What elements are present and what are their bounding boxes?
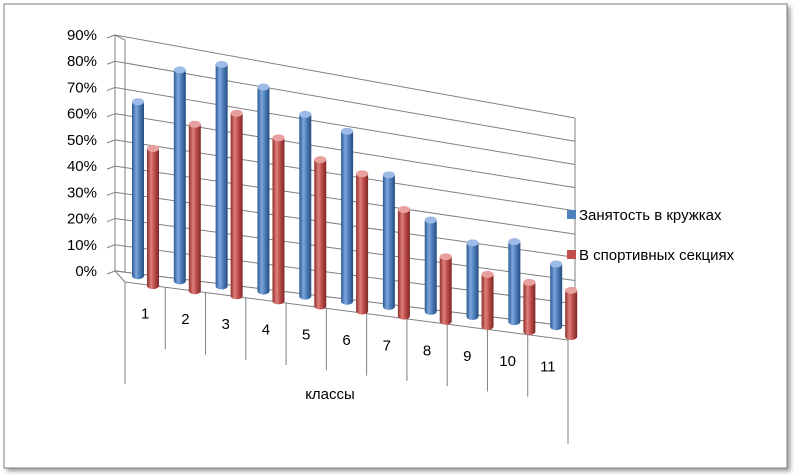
bar (508, 241, 521, 326)
bar-top (257, 83, 270, 91)
bar (257, 87, 270, 295)
y-tick-label: 0% (75, 263, 97, 280)
bar-top (132, 98, 144, 106)
legend-swatch (567, 250, 576, 259)
bar-top (147, 145, 159, 153)
legend: Занятость в кружках В спортивных секциях (567, 207, 735, 264)
bar (424, 220, 437, 315)
bar (230, 113, 243, 300)
bar (314, 159, 327, 310)
y-tick-label: 30% (67, 184, 97, 201)
bar-top (299, 110, 312, 118)
x-tick-label: 3 (222, 316, 230, 333)
y-tick-label: 40% (67, 158, 97, 175)
gridline-side (106, 218, 116, 223)
gridline (114, 34, 576, 119)
bar (215, 64, 228, 290)
side-wall (114, 34, 126, 273)
bar-top (424, 216, 437, 224)
bar-top (397, 206, 410, 214)
floor (113, 270, 576, 444)
bar-top (314, 156, 327, 164)
gridline-side (106, 139, 116, 144)
x-tick-label: 4 (262, 321, 270, 338)
bar (481, 274, 494, 330)
gridline-side (106, 86, 116, 91)
bars (132, 60, 578, 341)
bar (523, 282, 536, 335)
bar (356, 173, 369, 315)
bar (550, 264, 563, 331)
bar-top (341, 127, 354, 135)
gridline (114, 86, 576, 165)
legend-label: В спортивных секциях (579, 247, 735, 264)
bar (188, 124, 201, 295)
gridline (114, 60, 576, 142)
gridline-side (106, 270, 116, 275)
y-tick-label: 10% (67, 237, 97, 254)
x-tick-label: 2 (181, 311, 189, 328)
x-tick-label: 1 (141, 306, 149, 323)
x-tick-label: 7 (383, 337, 391, 354)
bar-top (173, 66, 186, 74)
bar-top (382, 171, 395, 179)
bar (173, 69, 186, 285)
bar-top (481, 270, 494, 278)
bar (565, 290, 578, 341)
bar (439, 256, 452, 325)
gridline-side (106, 113, 116, 118)
y-tick-label: 50% (67, 132, 97, 149)
bar (466, 242, 479, 321)
y-tick-label: 80% (67, 53, 97, 70)
x-tick-label: 9 (463, 348, 471, 365)
x-tick-label: 5 (302, 327, 310, 344)
bar-top (466, 239, 479, 247)
bar-top (188, 120, 201, 128)
x-axis-title: классы (305, 386, 355, 403)
bar-top (565, 286, 578, 294)
bar (147, 148, 159, 290)
bar-top (230, 109, 243, 117)
y-tick-label: 70% (67, 79, 97, 96)
x-axis-category-labels: 1 2 3 4 5 6 7 8 9 10 11 (141, 306, 556, 376)
bar-top (508, 238, 521, 246)
x-tick-label: 11 (540, 358, 556, 375)
bar-top (550, 260, 563, 268)
y-tick-label: 20% (67, 211, 97, 228)
bar-top (272, 134, 285, 142)
gridline-side (106, 60, 116, 65)
gridline-side (106, 165, 116, 170)
bar-top (356, 170, 369, 178)
x-tick-label: 10 (499, 353, 516, 370)
y-tick-label: 60% (67, 106, 97, 123)
bar (397, 209, 410, 320)
bar-top (439, 253, 452, 261)
y-axis-tick-labels: 0% 10% 20% 30% 40% 50% 60% 70% 80% 90% (67, 27, 97, 280)
y-tick-label: 90% (67, 27, 97, 44)
bar (272, 137, 285, 305)
legend-swatch (567, 210, 576, 219)
legend-label: Занятость в кружках (579, 207, 722, 224)
bar (382, 174, 395, 310)
gridline-side (106, 191, 116, 196)
bar (341, 131, 354, 305)
gridline-side (106, 34, 116, 39)
x-tick-label: 8 (423, 343, 431, 360)
bar-top (215, 60, 228, 68)
x-tick-label: 6 (342, 332, 350, 349)
bar-top (523, 278, 536, 286)
gridline-side (106, 244, 116, 249)
bar (132, 101, 144, 280)
bar (299, 114, 312, 300)
